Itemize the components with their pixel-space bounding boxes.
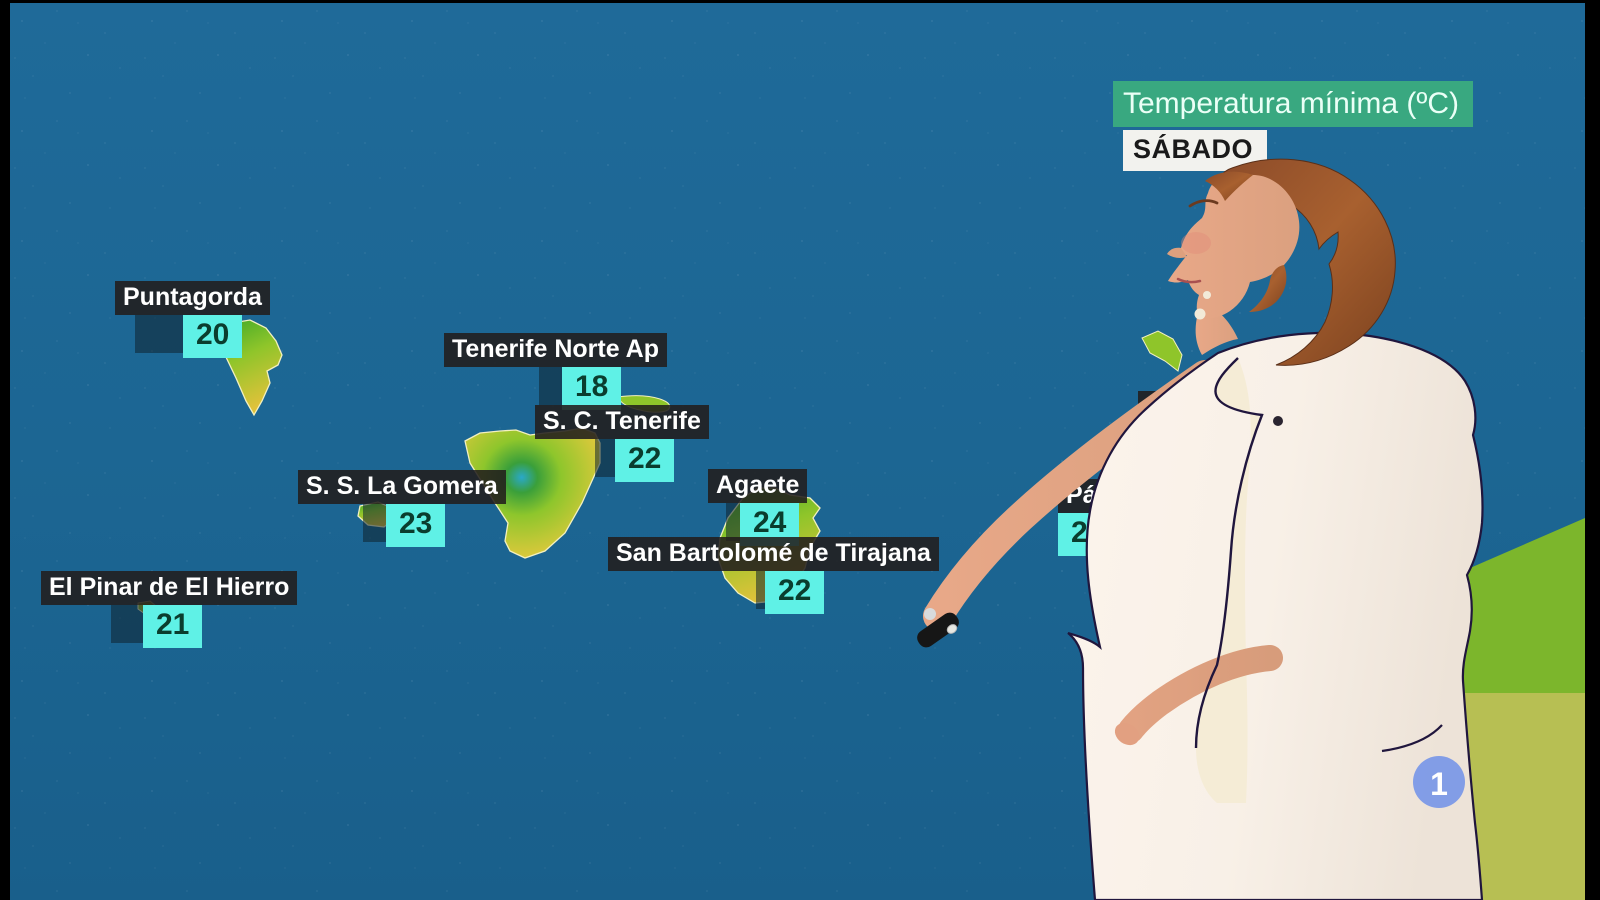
svg-text:1: 1 bbox=[1430, 766, 1448, 802]
